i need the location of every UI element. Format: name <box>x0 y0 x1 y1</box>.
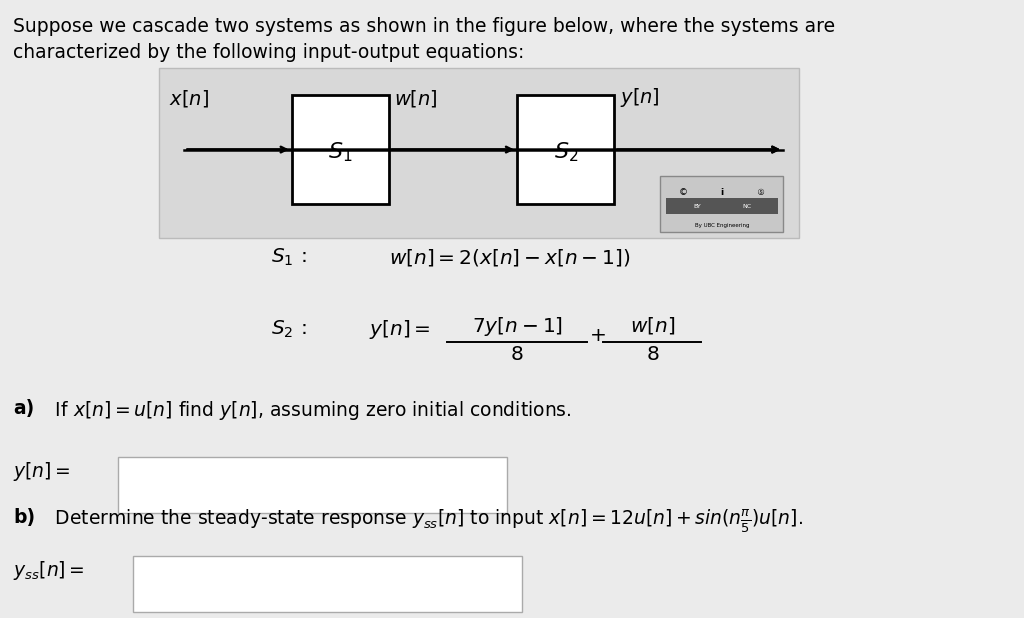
Bar <box>159 68 799 238</box>
Text: $S_2\,:$: $S_2\,:$ <box>271 318 307 339</box>
Bar <box>118 457 507 513</box>
Bar <box>292 96 389 204</box>
Bar <box>660 176 783 232</box>
Text: $8$: $8$ <box>510 345 524 364</box>
Text: $7y[n-1]$: $7y[n-1]$ <box>472 315 562 338</box>
Text: BY: BY <box>693 204 701 209</box>
Text: NC: NC <box>742 204 751 209</box>
Text: b): b) <box>13 508 36 527</box>
Text: $x[n]$: $x[n]$ <box>169 88 209 109</box>
Text: If $x[n] = u[n]$ find $y[n]$, assuming zero initial conditions.: If $x[n] = u[n]$ find $y[n]$, assuming z… <box>49 399 571 421</box>
Text: $y[n] =$: $y[n] =$ <box>13 460 71 483</box>
Text: $\copyright$: $\copyright$ <box>678 187 687 197</box>
Text: $S_1\,:$: $S_1\,:$ <box>271 247 307 268</box>
Text: $S_1$: $S_1$ <box>329 141 352 164</box>
Text: By UBC Engineering: By UBC Engineering <box>694 222 750 227</box>
Text: $w[n] = 2(x[n] - x[n-1])$: $w[n] = 2(x[n] - x[n-1])$ <box>389 247 631 268</box>
Text: Suppose we cascade two systems as shown in the figure below, where the systems a: Suppose we cascade two systems as shown … <box>13 17 836 36</box>
Bar <box>517 96 614 204</box>
Bar <box>666 198 778 214</box>
Text: $y[n] =$: $y[n] =$ <box>369 318 430 341</box>
Text: $w[n]$: $w[n]$ <box>630 315 675 336</box>
Text: $w[n]$: $w[n]$ <box>394 88 438 109</box>
Text: Determine the steady-state response $y_{ss}[n]$ to input $x[n] = 12u[n] + sin(n\: Determine the steady-state response $y_{… <box>49 508 803 535</box>
Text: $S_2$: $S_2$ <box>554 141 578 164</box>
Text: $+$: $+$ <box>589 326 605 345</box>
Text: $8$: $8$ <box>645 345 659 364</box>
Text: characterized by the following input-output equations:: characterized by the following input-out… <box>13 43 524 62</box>
Text: $\circledS$: $\circledS$ <box>757 186 765 197</box>
Text: a): a) <box>13 399 35 418</box>
Text: $\mathbf{i}$: $\mathbf{i}$ <box>720 186 724 197</box>
Text: $y_{ss}[n] =$: $y_{ss}[n] =$ <box>13 559 85 582</box>
Text: $y[n]$: $y[n]$ <box>620 87 659 109</box>
Bar <box>133 556 522 612</box>
